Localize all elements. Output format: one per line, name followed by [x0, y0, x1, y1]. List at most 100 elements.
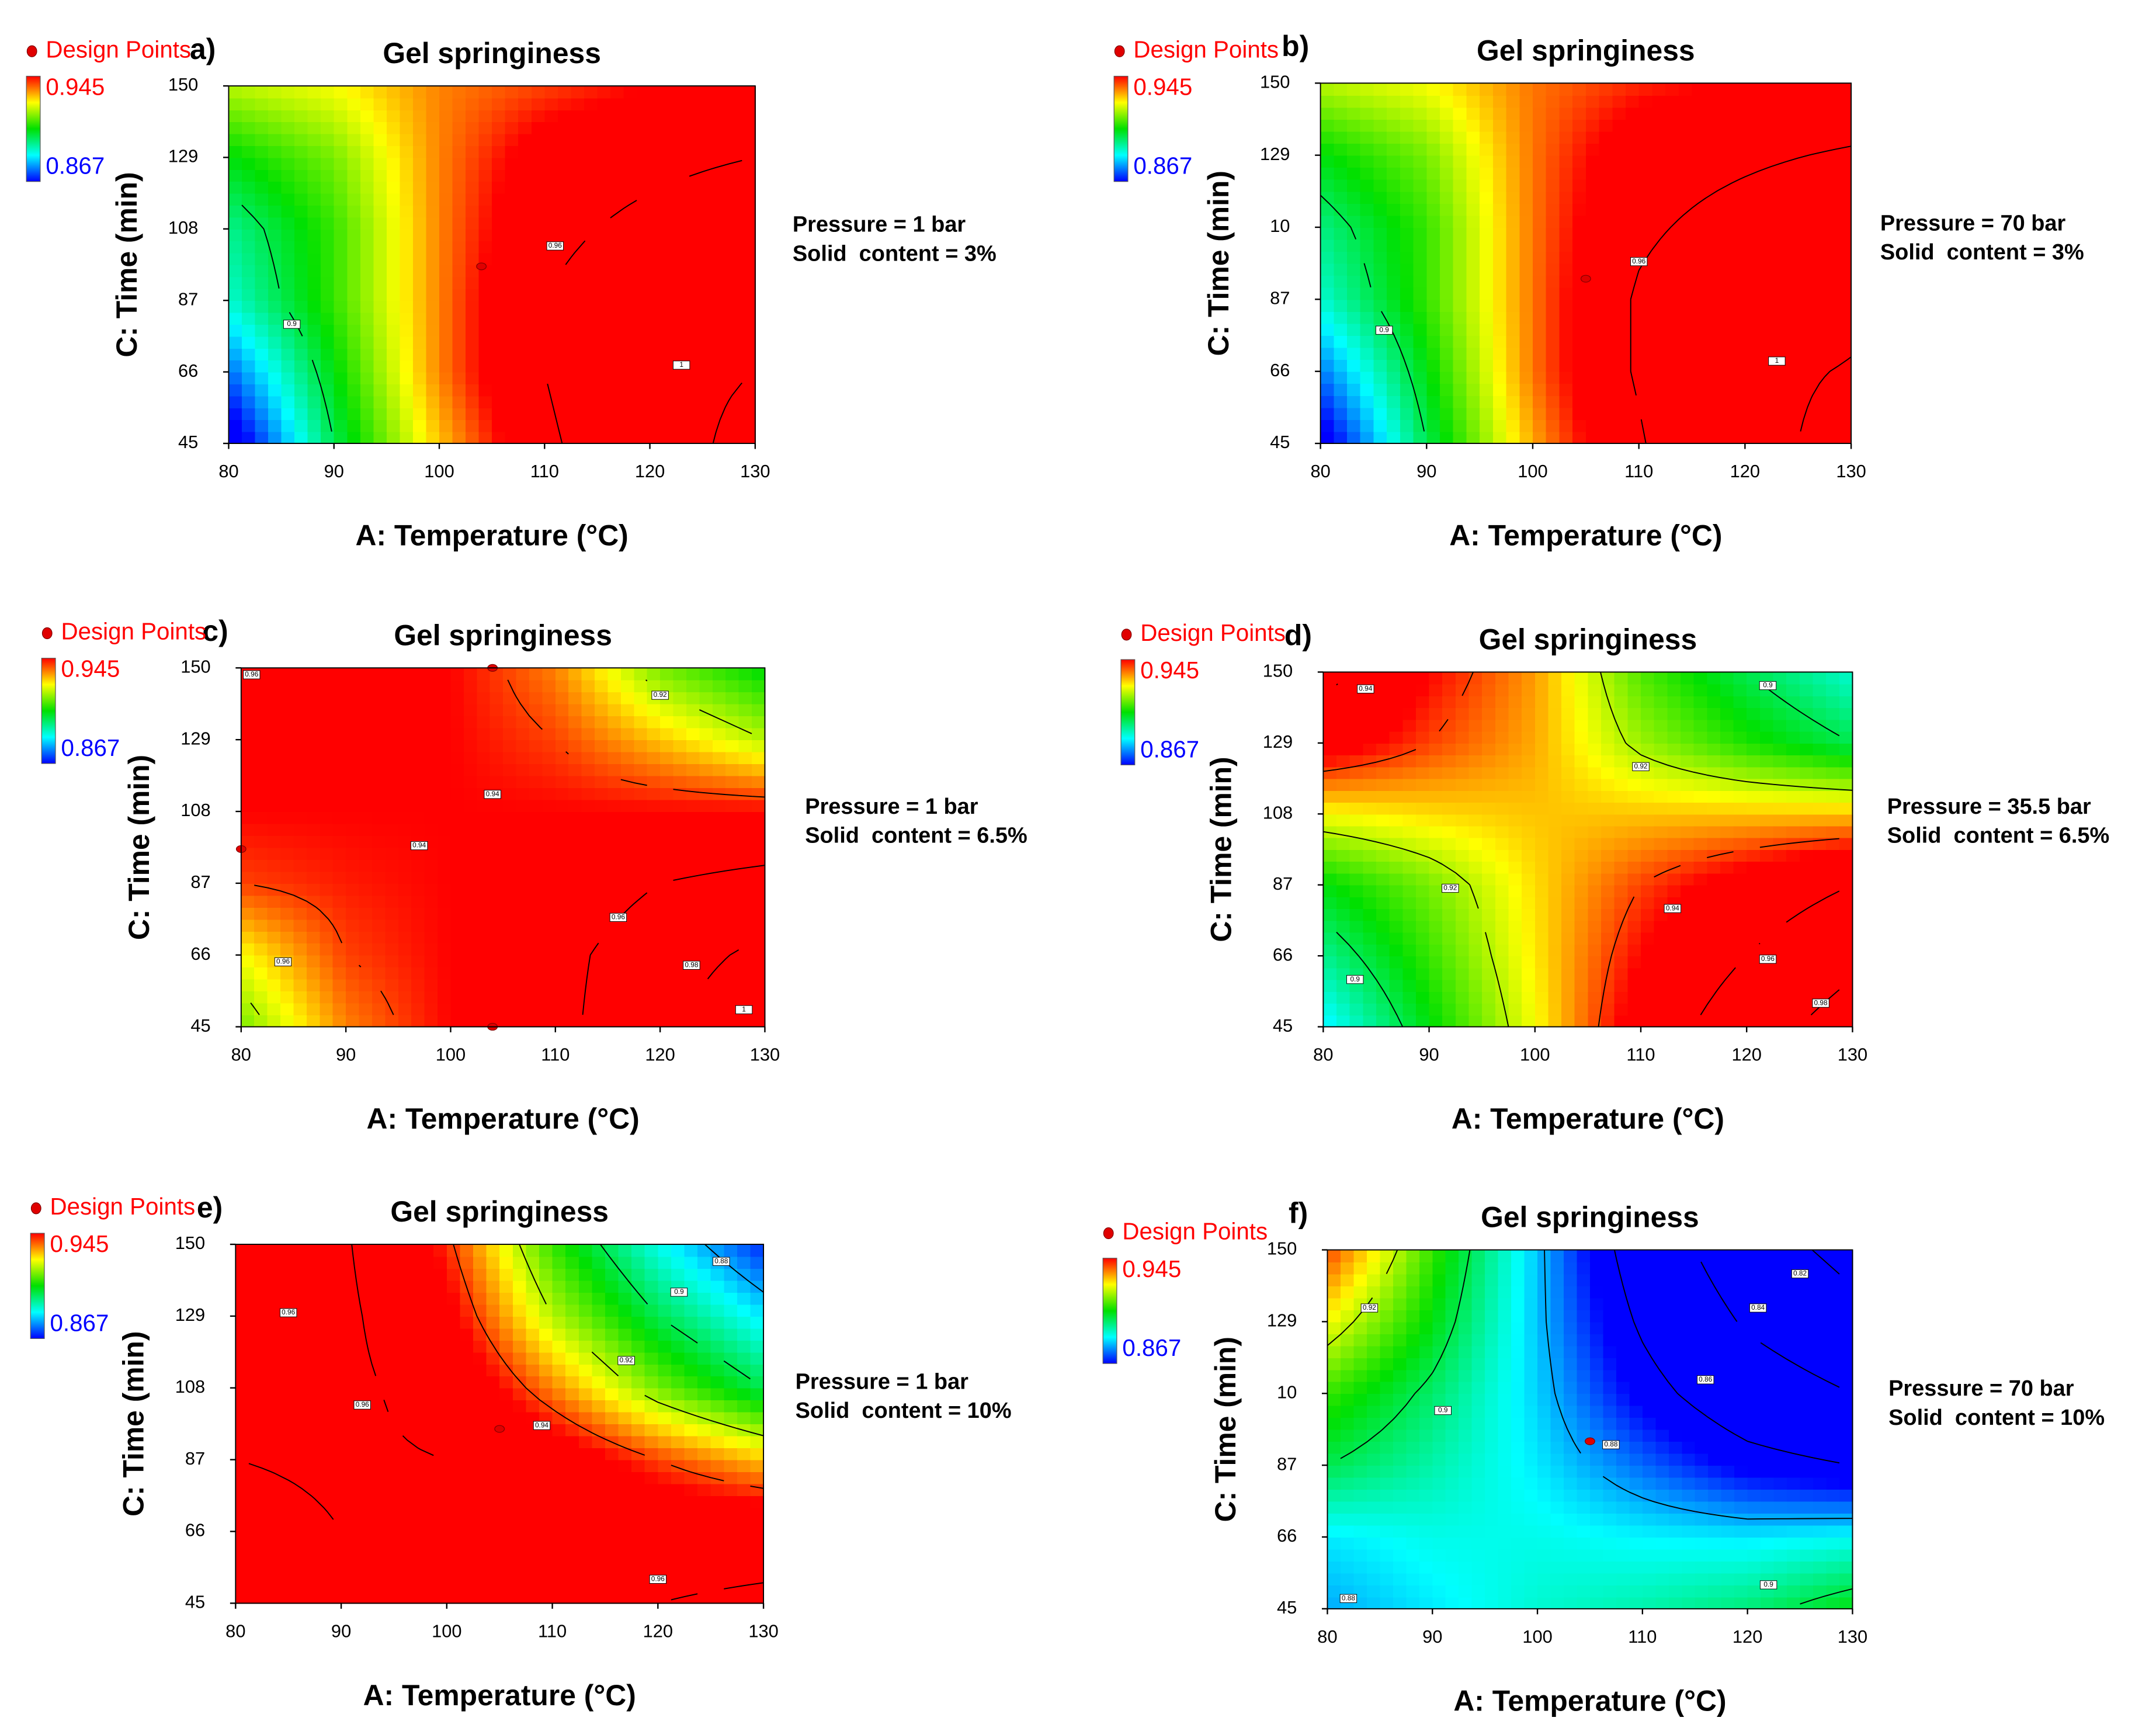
heat-cell [544, 98, 558, 110]
heat-cell [686, 692, 700, 705]
heat-cell [1707, 802, 1721, 815]
heat-cell [607, 751, 622, 765]
heat-cell [438, 740, 452, 752]
heat-cell [281, 348, 296, 361]
heat-cell [466, 348, 480, 361]
heat-cell [607, 799, 622, 812]
heat-cell [716, 431, 730, 444]
heat-cell [1440, 107, 1454, 120]
heat-cell [1638, 419, 1653, 432]
heat-cell [1334, 431, 1348, 444]
heat-cell [1373, 359, 1388, 372]
heat-cell [673, 823, 687, 836]
heat-cell [1519, 395, 1533, 408]
heat-cell [320, 835, 334, 848]
heat-cell [1652, 119, 1667, 132]
heat-cell [332, 895, 347, 908]
heat-cell [1588, 672, 1602, 685]
heat-cell [1440, 131, 1454, 144]
heat-cell [1389, 790, 1404, 803]
heat-cell [280, 847, 294, 860]
heat-cell [1811, 203, 1825, 216]
heat-cell [1360, 323, 1374, 336]
heat-cell [516, 668, 530, 681]
heat-cell [1349, 1003, 1364, 1016]
heat-cell [1492, 419, 1507, 432]
heat-cell [426, 193, 440, 206]
heat-cell [1559, 407, 1574, 420]
heat-cell [1705, 299, 1719, 312]
heat-cell [1442, 908, 1456, 921]
heat-cell [424, 727, 439, 741]
heat-cell [676, 252, 690, 265]
heat-cell [1373, 83, 1388, 96]
heat-cell [1506, 131, 1520, 144]
heat-cell [332, 979, 347, 992]
heat-cell [386, 312, 401, 325]
heat-cell [306, 799, 321, 812]
heat-cell [1429, 672, 1443, 685]
heat-cell [529, 703, 543, 717]
heat-cell [728, 348, 743, 361]
heat-cell [647, 668, 661, 681]
heat-cell [1705, 179, 1719, 192]
heat-cell [1718, 107, 1733, 120]
heat-cell [1638, 335, 1653, 348]
heat-cell [1402, 884, 1416, 897]
heat-cell [1323, 932, 1337, 945]
heat-cell [1612, 275, 1626, 288]
heat-cell [1455, 884, 1470, 897]
heat-cell [503, 835, 517, 848]
heat-cell [1747, 707, 1761, 720]
heat-cell [321, 109, 335, 123]
heat-cell [752, 895, 766, 908]
heat-cell [1336, 920, 1350, 933]
heat-cell [1771, 323, 1786, 336]
heat-cell [503, 991, 517, 1004]
heat-cell [1495, 672, 1509, 685]
heat-cell [544, 252, 558, 265]
heat-cell [293, 775, 307, 789]
heat-cell [386, 407, 401, 421]
heat-cell [359, 799, 373, 812]
heat-cell [321, 122, 335, 134]
heat-cell [1678, 371, 1693, 384]
heat-cell [1759, 991, 1774, 1004]
heat-cell [492, 336, 506, 349]
heat-cell [542, 847, 556, 860]
heat-cell [728, 336, 743, 349]
heat-cell [505, 312, 519, 325]
heat-cell [332, 751, 347, 765]
heat-cell [1360, 347, 1374, 360]
heat-cell [595, 883, 609, 896]
heat-cell [1678, 263, 1693, 276]
heat-cell [728, 133, 743, 147]
heat-cell [1654, 884, 1668, 897]
heat-cell [373, 407, 387, 421]
heat-cell [1426, 155, 1440, 168]
heat-cell [1561, 943, 1575, 957]
heat-cell [1561, 825, 1575, 838]
heat-cell [584, 265, 598, 277]
heat-cell [610, 324, 624, 337]
heat-cell [1402, 825, 1416, 838]
heat-cell [228, 193, 242, 206]
heat-cell [1373, 143, 1388, 156]
heat-cell [294, 431, 308, 444]
heat-cell [676, 336, 690, 349]
heat-cell [1640, 778, 1655, 791]
heat-cell [1389, 742, 1404, 756]
heat-cell [1320, 419, 1335, 432]
heat-cell [1588, 719, 1602, 732]
heat-cell [663, 228, 677, 242]
heat-cell [463, 859, 478, 872]
heat-cell [531, 300, 546, 313]
heat-cell [1693, 956, 1708, 969]
heat-cell [1759, 766, 1774, 779]
heat-cell [452, 288, 467, 301]
heat-cell [1667, 873, 1681, 886]
heat-cell [1731, 383, 1746, 396]
heat-cell [1678, 155, 1693, 168]
heat-cell [1415, 1015, 1430, 1028]
heat-cell [623, 86, 637, 99]
